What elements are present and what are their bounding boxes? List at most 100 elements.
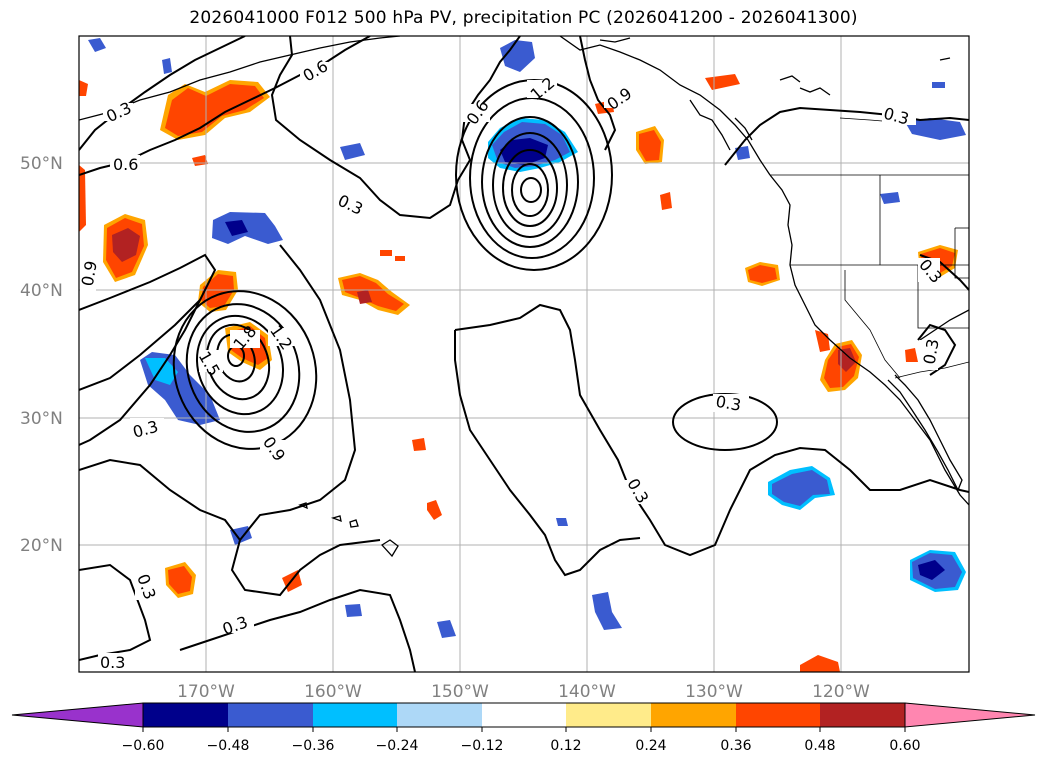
precip-negative-area <box>340 143 365 160</box>
contour-label: 0.6 <box>463 96 493 128</box>
precip-positive-area <box>639 130 661 161</box>
contour-label: 0.3 <box>714 392 742 415</box>
contour-label: 1.2 <box>266 322 296 354</box>
longitude-labels: 170°W 160°W 150°W 140°W 130°W 120°W <box>177 682 870 702</box>
border-line <box>917 265 969 329</box>
map-frame <box>78 35 970 673</box>
lon-label: 120°W <box>812 682 870 702</box>
colorbar-tick-label: 0.60 <box>889 738 920 754</box>
precip-positive-area <box>165 84 264 136</box>
colorbar-over-arrow <box>904 702 1036 728</box>
precip-negative-area <box>905 118 966 140</box>
pv-contour <box>502 149 558 227</box>
colorbar-segment <box>736 703 820 727</box>
colorbar-under-arrow <box>11 702 144 728</box>
colorbar: −0.60 −0.48 −0.36 −0.24 −0.12 0.12 0.24 … <box>11 702 1036 754</box>
precip-negative-area <box>592 592 622 630</box>
precip-positive-area <box>79 165 86 232</box>
precip-positive-area <box>342 276 404 311</box>
coastline <box>559 36 771 176</box>
coastline <box>799 87 831 96</box>
coastline <box>599 37 631 43</box>
precip-negative-area <box>437 620 456 638</box>
precip-positive-area <box>395 256 405 261</box>
colorbar-tick-label: 0.48 <box>804 738 835 754</box>
pv-contour <box>511 163 549 217</box>
colorbar-segment <box>566 703 651 727</box>
lon-label: 130°W <box>685 682 743 702</box>
lon-label: 160°W <box>304 682 362 702</box>
colorbar-tick-label: −0.36 <box>292 738 335 754</box>
colorbar-segment <box>482 703 566 727</box>
precip-positive-area <box>660 192 672 210</box>
colorbar-tick-label: −0.12 <box>461 738 504 754</box>
precip-positive-area <box>905 348 918 362</box>
coastline <box>79 36 401 121</box>
pv-contour <box>79 299 201 391</box>
precip-positive-area <box>748 265 777 283</box>
colorbar-segment <box>228 703 313 727</box>
latitude-labels: 50°N 40°N 30°N 20°N <box>20 154 63 556</box>
lat-label: 20°N <box>20 536 63 556</box>
coastline <box>919 309 969 341</box>
precip-positive-area <box>838 348 856 372</box>
coastline <box>769 174 969 506</box>
colorbar-segment <box>313 703 397 727</box>
pv-contour <box>454 330 641 577</box>
map-area: 0.3 0.6 0.6 0.3 0.6 1.2 0.9 0.3 0.9 1.8 … <box>78 36 969 672</box>
precip-positive-area <box>412 438 426 451</box>
border-line <box>954 228 969 279</box>
pv-contour <box>230 244 381 597</box>
contour-label: 0.3 <box>335 191 366 219</box>
precip-positive-area <box>705 74 740 90</box>
lon-label: 150°W <box>431 682 489 702</box>
border-line <box>844 270 901 379</box>
precip-negative-area <box>918 560 945 580</box>
precip-positive-area <box>800 655 840 672</box>
colorbar-tick-label: −0.24 <box>376 738 419 754</box>
colorbar-segment <box>143 703 228 727</box>
precip-negative-area <box>162 58 172 74</box>
island <box>349 519 359 528</box>
colorbar-tick-label: −0.60 <box>122 738 165 754</box>
coastline <box>689 99 731 151</box>
pv-contour <box>195 314 285 416</box>
contour-label: 1.2 <box>527 73 559 104</box>
precip-positive-area <box>79 80 88 96</box>
pv-contour <box>179 588 416 672</box>
pv-contour <box>454 303 969 557</box>
contour-label: 0.3 <box>100 653 125 672</box>
precip-negative-area <box>225 220 248 236</box>
pv-contour <box>492 132 568 238</box>
pv-contour <box>917 323 957 376</box>
colorbar-outline <box>142 702 906 728</box>
colorbar-tick-label: −0.48 <box>207 738 250 754</box>
precip-negative-area <box>212 212 283 244</box>
precip-negative-area <box>932 82 945 88</box>
precip-positive-area <box>112 228 140 262</box>
contour-label: 0.6 <box>113 155 138 174</box>
precip-negative-area <box>345 604 362 617</box>
pv-contour <box>270 36 521 220</box>
precip-negative-area <box>556 518 568 526</box>
pv-contour <box>520 177 542 203</box>
pv-contour <box>579 36 617 151</box>
coastline <box>779 75 801 83</box>
island <box>380 539 399 558</box>
island <box>330 515 342 523</box>
colorbar-ticks <box>142 727 906 732</box>
colorbar-tick-label: 0.36 <box>720 738 751 754</box>
precip-negative-area <box>735 146 750 160</box>
precip-negative-area <box>145 358 178 385</box>
precip-negative-area <box>88 38 106 52</box>
precip-negative-area <box>772 470 830 506</box>
pv-contours <box>79 36 969 672</box>
contour-label: 0.9 <box>78 259 101 287</box>
precip-positive-area <box>168 566 192 594</box>
contour-label: 0.3 <box>920 337 943 365</box>
lat-label: 50°N <box>20 154 63 174</box>
pv-contour <box>205 323 271 401</box>
contour-label: 0.9 <box>259 433 289 465</box>
precip-negative-area <box>500 40 535 72</box>
lon-label: 170°W <box>177 682 235 702</box>
